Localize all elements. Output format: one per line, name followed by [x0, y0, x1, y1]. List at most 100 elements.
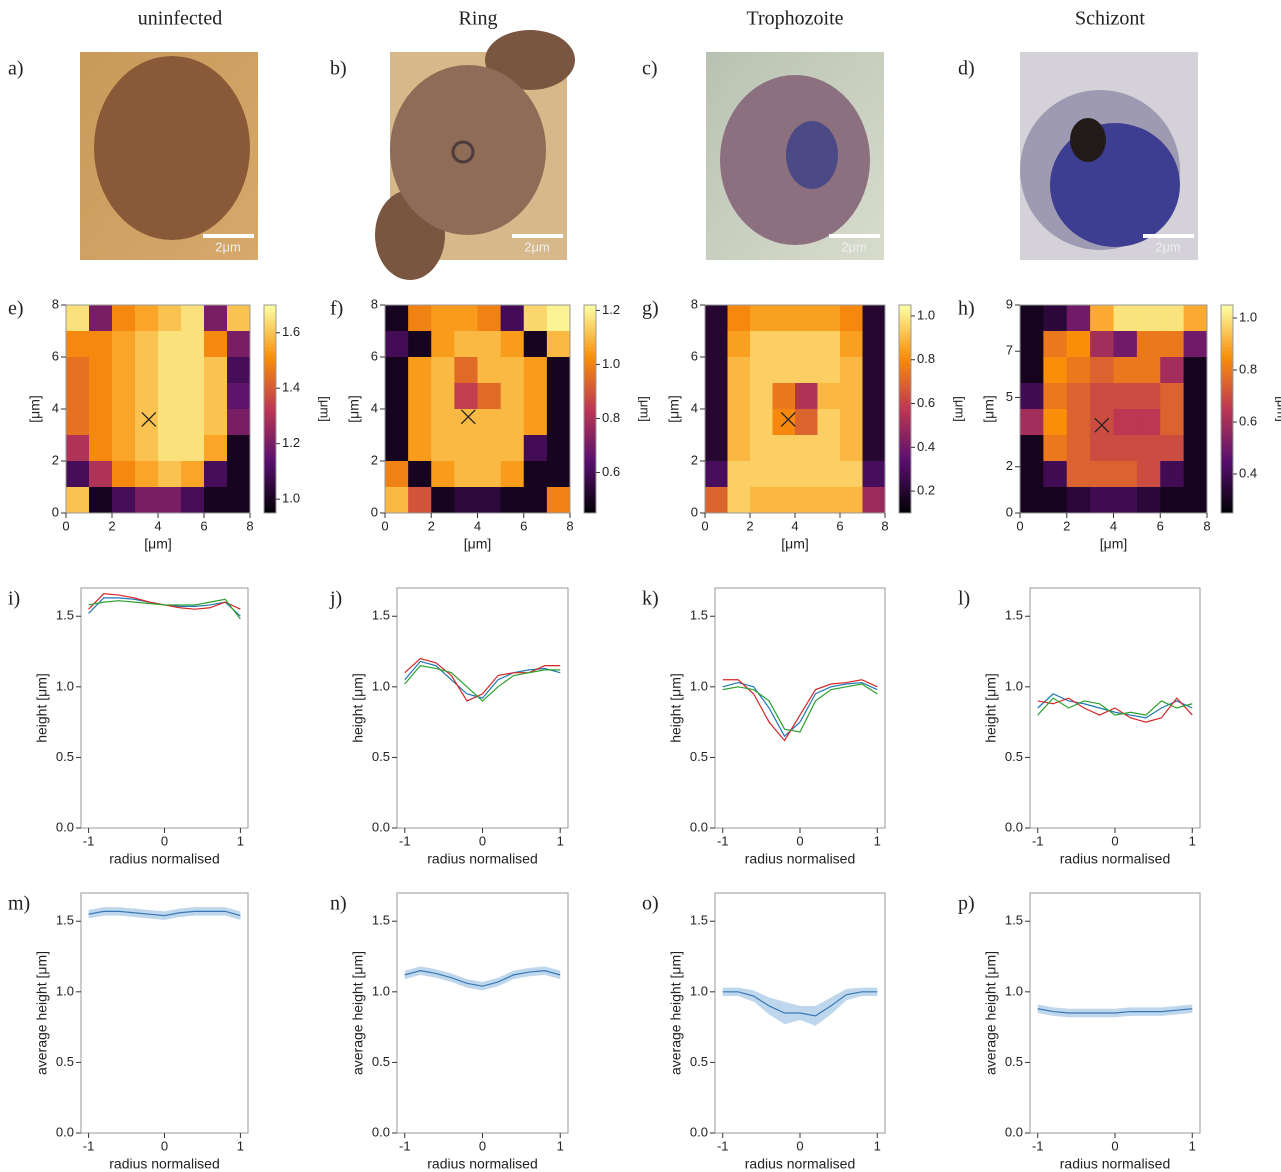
colorbar-step [584, 485, 596, 490]
y-tick-label: 0.5 [690, 1054, 708, 1069]
heatmap-cell [817, 409, 841, 436]
heatmap-cell [500, 409, 525, 436]
x-tick-label: 1 [557, 833, 564, 848]
heatmap-cell [158, 487, 182, 514]
heatmap-cell [1066, 409, 1091, 436]
heatmap-cell [546, 435, 571, 462]
colorbar-step [264, 481, 276, 486]
y-tick-label: 0.0 [372, 819, 390, 834]
y-tick-label: 0 [691, 504, 698, 519]
heatmap-cell [705, 383, 728, 410]
x-tick-label: 6 [200, 518, 207, 533]
colorbar-step [264, 391, 276, 396]
colorbar-tick-label: 1.6 [282, 324, 300, 339]
colorbar-step [899, 488, 911, 493]
x-tick-label: 1 [1189, 833, 1196, 848]
heatmap-cell [112, 487, 136, 514]
y-tick-label: 0.5 [372, 1054, 390, 1069]
heatmap-cell [158, 383, 182, 410]
heatmap-cell [750, 461, 773, 488]
colorbar-step [1221, 467, 1233, 472]
x-axis-label: radius normalised [745, 851, 856, 867]
heatmap-cell [1043, 487, 1068, 514]
y-axis-label: height [μm] [983, 673, 999, 743]
heatmap-cell [546, 409, 571, 436]
x-tick-label: 1 [237, 1138, 244, 1153]
x-tick-label: 2 [746, 518, 753, 533]
colorbar-step [264, 350, 276, 355]
heatmap-cell [1020, 357, 1044, 384]
colorbar-frame [1220, 304, 1234, 514]
colorbar-step [899, 350, 911, 355]
heatmap-cell [727, 487, 751, 514]
y-tick-label: 0.5 [372, 749, 390, 764]
heatmap-cell [795, 435, 818, 462]
x-axis-label: [μm] [781, 536, 809, 552]
y-axis-label: average height [μm] [350, 951, 366, 1075]
heatmap-cell [1043, 305, 1068, 332]
colorbar-step [899, 412, 911, 417]
x-tick-label: 1 [874, 833, 881, 848]
heatmap-cell [523, 435, 548, 462]
y-tick-label: 0.0 [1005, 819, 1023, 834]
colorbar-step [584, 308, 596, 313]
heatmap-cell [795, 461, 818, 488]
colorbar-step [899, 405, 911, 410]
panel-label: p) [958, 893, 975, 915]
heatmap-cell [1136, 305, 1161, 332]
x-axis-label: radius normalised [745, 1156, 856, 1172]
heatmap-cell [181, 435, 205, 462]
y-tick-label: 8 [52, 296, 59, 311]
heatmap-cell [204, 305, 228, 332]
colorbar-step [584, 363, 596, 368]
heatmap-cell [1020, 305, 1044, 332]
heatmap-cell [477, 357, 502, 384]
heatmap-cell [840, 435, 863, 462]
colorbar-step [1221, 360, 1233, 365]
y-tick-label: 4 [691, 400, 698, 415]
colorbar-step [264, 461, 276, 465]
heatmap-cell [750, 331, 773, 358]
colorbar-step [899, 305, 911, 309]
panel-label: b) [330, 58, 347, 80]
colorbar-tick-label: 0.8 [602, 410, 620, 425]
heatmap-cell [112, 409, 136, 436]
heatmap-cell [523, 331, 548, 358]
heatmap-cell [500, 487, 525, 514]
colorbar-step [899, 360, 911, 365]
colorbar-step [264, 311, 276, 316]
heatmap-cell [204, 409, 228, 436]
colorbar-step [584, 329, 596, 334]
heatmap-cell [431, 383, 455, 410]
heatmap-panel: e) 0 2 4 6 8 0 2 4 6 8 [μm] [μm] 1.0 1.2 1.4 1.6 [μm] [8, 296, 333, 551]
colorbar-step [899, 332, 911, 337]
colorbar-step [264, 343, 276, 348]
colorbar-step [1221, 343, 1233, 348]
axes-frame [80, 892, 249, 1134]
heatmap-cell [66, 383, 90, 410]
colorbar-step [899, 318, 911, 323]
heatmap-cell [1020, 435, 1044, 462]
x-tick-label: 0 [62, 518, 69, 533]
colorbar-step [584, 370, 596, 375]
y-tick-label: 0 [371, 504, 378, 519]
y-tick-label: 1.0 [372, 678, 390, 693]
x-tick-label: 6 [836, 518, 843, 533]
heatmap-cell [1043, 383, 1068, 410]
heatmap-cell [408, 409, 432, 436]
colorbar-step [899, 474, 911, 479]
colorbar-step [264, 492, 276, 497]
colorbar-step [1221, 506, 1233, 511]
heatmap-cell [181, 461, 205, 488]
heatmap-cell [1136, 331, 1161, 358]
colorbar-step [584, 509, 596, 514]
heatmap-cell [750, 487, 773, 514]
colorbar-step [584, 339, 596, 344]
colorbar-step [899, 370, 911, 375]
x-tick-label: -1 [399, 1138, 411, 1153]
heatmap-cell [840, 487, 863, 514]
colorbar-step [899, 419, 911, 424]
colorbar-step [584, 450, 596, 455]
colorbar-step [1221, 433, 1233, 438]
colorbar-step [1221, 402, 1233, 407]
